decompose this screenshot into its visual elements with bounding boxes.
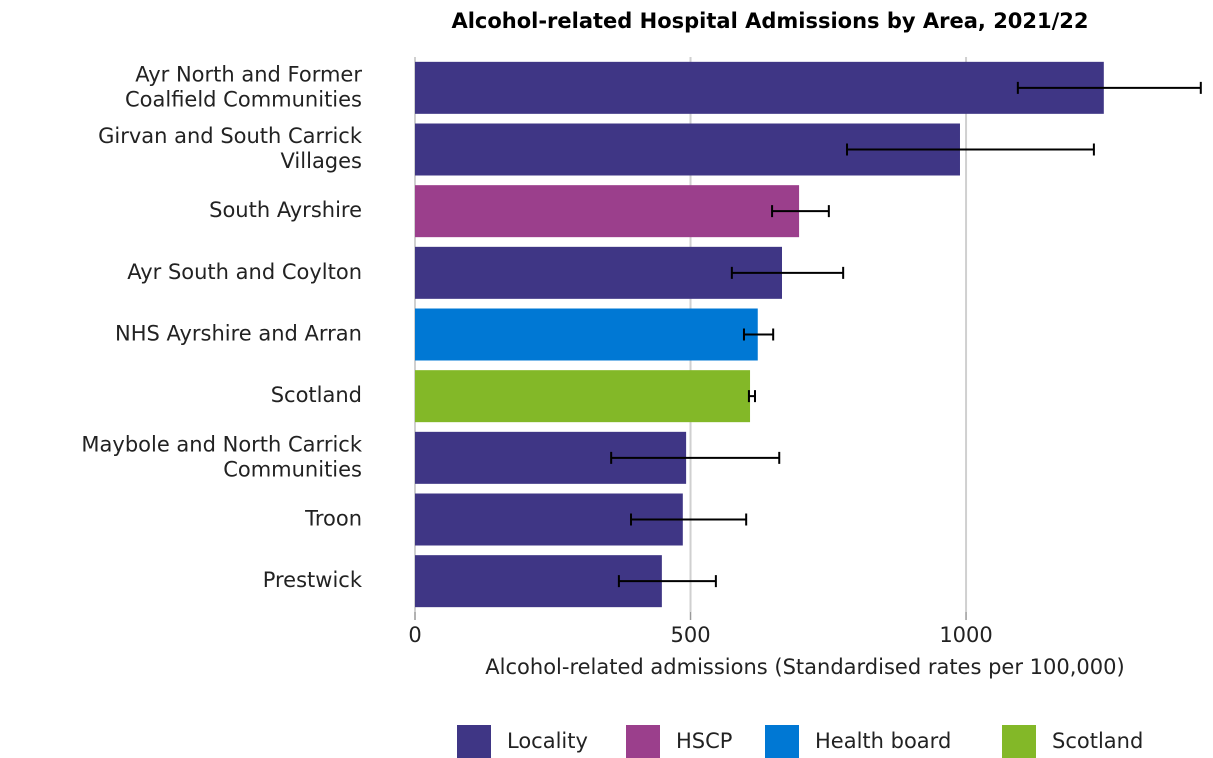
y-tick-label: Scotland [271,383,362,407]
error-bar [1016,81,1202,94]
y-tick-label: Ayr South and Coylton [127,260,362,284]
legend-swatch [1002,725,1036,758]
y-tick-label: Prestwick [263,568,363,592]
y-tick-label: Girvan and South Carrick Villages [98,124,363,173]
error-bar [771,205,830,218]
x-tick-label: 0 [408,623,421,647]
y-tick-label: Maybole and North Carrick Communities [81,432,362,481]
legend-swatch [765,725,799,758]
y-tick-label: Troon [304,507,362,531]
x-tick-label: 500 [670,623,710,647]
legend-swatch [626,725,660,758]
y-tick-label: NHS Ayrshire and Arran [115,322,362,346]
y-tick-label: Ayr North and Former Coalfield Communitie… [125,62,362,111]
error-bar [730,266,845,279]
error-bar [742,328,775,341]
bar [415,370,751,423]
x-tick-label: 1000 [939,623,992,647]
bar [415,61,1104,114]
error-bar [630,513,748,526]
legend-label: HSCP [676,729,732,753]
x-axis-label: Alcohol-related admissions (Standardised… [485,655,1124,679]
error-bar [747,390,756,403]
bar [415,308,758,361]
error-bar [846,143,1095,156]
legend-label: Health board [815,729,951,753]
error-bar [610,451,781,464]
legend-label: Scotland [1052,729,1143,753]
bar [415,185,800,238]
legend-swatch [457,725,491,758]
error-bar [617,575,717,588]
y-tick-label: South Ayrshire [209,198,362,222]
legend-label: Locality [507,729,588,753]
bar [415,246,782,299]
chart-title: Alcohol-related Hospital Admissions by A… [451,9,1088,33]
